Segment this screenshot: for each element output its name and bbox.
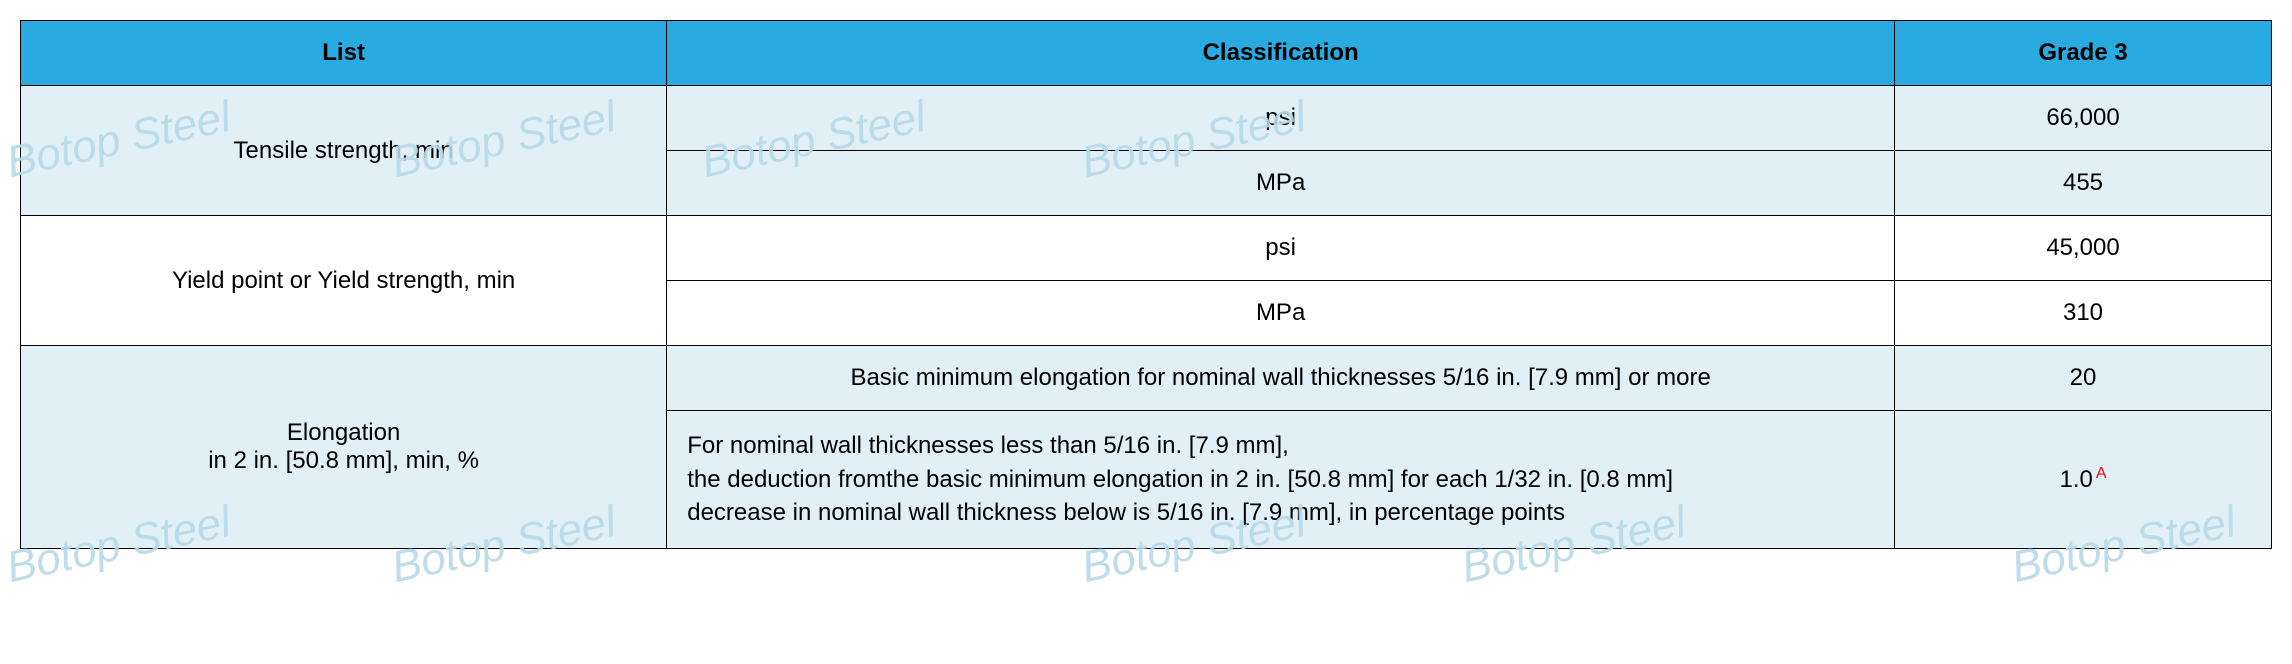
cell-tensile-psi-value: 66,000 (1895, 86, 2272, 151)
table-container: Botop Steel Botop Steel Botop Steel Boto… (20, 20, 2272, 549)
cell-elongation-basic-value: 20 (1895, 346, 2272, 411)
cell-tensile-mpa-value: 455 (1895, 151, 2272, 216)
cell-tensile-mpa-label: MPa (667, 151, 1895, 216)
cell-tensile-label: Tensile strength, min (21, 86, 667, 216)
deduction-value-text: 1.0 (2059, 466, 2092, 493)
spec-table: List Classification Grade 3 Tensile stre… (20, 20, 2272, 549)
table-header-row: List Classification Grade 3 (21, 21, 2272, 86)
header-list: List (21, 21, 667, 86)
table-row: Yield point or Yield strength, min psi 4… (21, 216, 2272, 281)
cell-elongation-basic-label: Basic minimum elongation for nominal wal… (667, 346, 1895, 411)
header-grade: Grade 3 (1895, 21, 2272, 86)
cell-elongation-deduction-label: For nominal wall thicknesses less than 5… (667, 411, 1895, 549)
header-classification: Classification (667, 21, 1895, 86)
cell-yield-psi-label: psi (667, 216, 1895, 281)
cell-yield-label: Yield point or Yield strength, min (21, 216, 667, 346)
deduction-superscript: A (2096, 465, 2107, 482)
cell-elongation-deduction-value: 1.0A (1895, 411, 2272, 549)
cell-yield-mpa-label: MPa (667, 281, 1895, 346)
cell-yield-psi-value: 45,000 (1895, 216, 2272, 281)
cell-tensile-psi-label: psi (667, 86, 1895, 151)
table-row: Elongation in 2 in. [50.8 mm], min, % Ba… (21, 346, 2272, 411)
cell-yield-mpa-value: 310 (1895, 281, 2272, 346)
table-row: Tensile strength, min psi 66,000 (21, 86, 2272, 151)
cell-elongation-label: Elongation in 2 in. [50.8 mm], min, % (21, 346, 667, 549)
